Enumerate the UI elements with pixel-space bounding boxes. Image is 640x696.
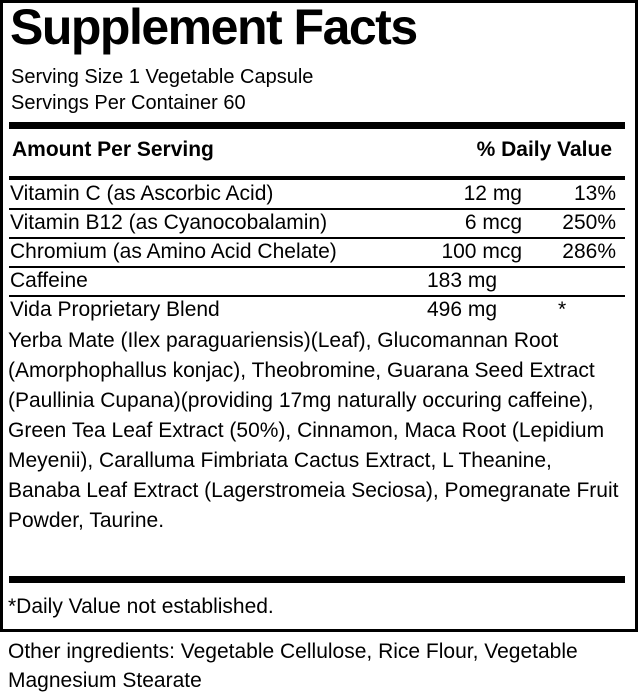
nutrient-dv: * — [558, 298, 567, 321]
daily-value-header: % Daily Value — [476, 138, 612, 161]
amount-per-serving-header: Amount Per Serving — [12, 138, 214, 161]
blend-ingredients: Yerba Mate (Ilex paraguariensis)(Leaf), … — [8, 329, 619, 532]
nutrient-name: Chromium (as Amino Acid Chelate) — [10, 240, 337, 263]
thick-divider-bottom — [9, 576, 625, 583]
medium-divider — [9, 176, 625, 180]
supplement-facts-panel — [0, 0, 638, 632]
nutrient-row: Caffeine 183 mg — [8, 267, 626, 296]
nutrient-name: Vitamin C (as Ascorbic Acid) — [10, 182, 274, 205]
nutrient-amount: 100 mcg — [441, 240, 522, 263]
other-ingredients: Other ingredients: Vegetable Cellulose, … — [8, 640, 578, 692]
servings-per-container: Servings Per Container 60 — [11, 92, 246, 114]
nutrient-name: Vitamin B12 (as Cyanocobalamin) — [10, 211, 328, 234]
nutrient-amount: 6 mcg — [464, 211, 522, 234]
thick-divider — [9, 122, 625, 129]
nutrient-row: Vida Proprietary Blend 496 mg * — [8, 296, 626, 325]
nutrient-dv: 250% — [562, 211, 616, 234]
nutrient-name: Vida Proprietary Blend — [10, 298, 220, 321]
nutrient-row: Vitamin C (as Ascorbic Acid) 12 mg 13% — [8, 180, 626, 209]
footnote: *Daily Value not established. — [8, 595, 274, 618]
nutrient-row: Vitamin B12 (as Cyanocobalamin) 6 mcg 250% — [8, 209, 626, 238]
nutrient-dv: 13% — [573, 182, 616, 205]
nutrient-amount: 496 mg — [427, 298, 498, 321]
row-divider — [9, 266, 625, 268]
nutrient-row: Chromium (as Amino Acid Chelate) 100 mcg 2… — [8, 238, 626, 267]
serving-size: Serving Size 1 Vegetable Capsule — [11, 66, 314, 88]
panel-title: Supplement Facts — [10, 0, 418, 55]
nutrient-amount: 12 mg — [463, 182, 522, 205]
nutrient-name: Caffeine — [10, 269, 88, 292]
row-divider — [9, 295, 625, 297]
nutrient-dv: 286% — [562, 240, 616, 263]
nutrient-amount: 183 mg — [427, 269, 498, 292]
row-divider — [9, 208, 625, 210]
row-divider — [9, 237, 625, 239]
